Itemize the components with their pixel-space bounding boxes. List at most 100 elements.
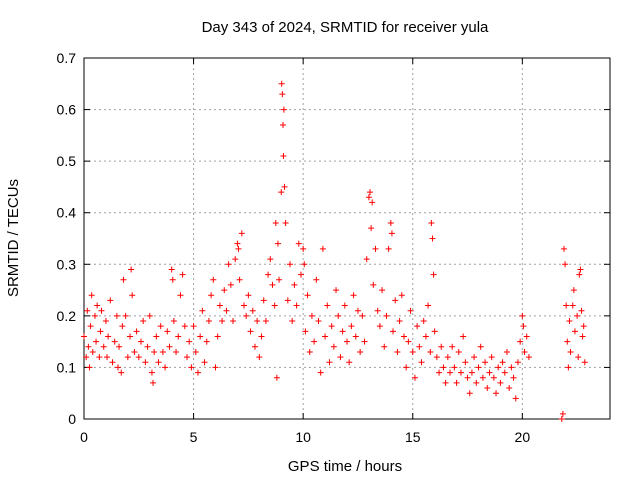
data-point <box>392 297 399 304</box>
data-point <box>173 348 180 355</box>
data-point <box>574 312 581 319</box>
data-points <box>81 80 588 422</box>
data-point <box>271 302 278 309</box>
data-point <box>128 266 135 273</box>
data-point <box>91 312 98 319</box>
x-tick-label: 15 <box>405 429 421 445</box>
data-point <box>455 348 462 355</box>
data-point <box>129 292 136 299</box>
data-point <box>280 152 287 159</box>
data-point <box>414 323 421 330</box>
data-point <box>407 307 414 314</box>
data-point <box>291 281 298 288</box>
data-point <box>157 323 164 330</box>
data-point <box>280 122 287 129</box>
data-point <box>369 199 376 206</box>
data-point <box>234 240 241 247</box>
data-point <box>576 271 583 278</box>
data-point <box>308 312 315 319</box>
data-point <box>466 390 473 397</box>
data-point <box>280 106 287 113</box>
data-point <box>278 80 285 87</box>
data-point <box>276 276 283 283</box>
data-point <box>289 318 296 325</box>
data-point <box>462 359 469 366</box>
data-point <box>580 323 587 330</box>
data-point <box>519 312 526 319</box>
data-point <box>153 333 160 340</box>
data-point <box>506 385 513 392</box>
data-point <box>352 333 359 340</box>
data-point <box>575 354 582 361</box>
y-axis-ticks: 0 0.1 0.2 0.3 0.4 0.5 0.6 0.7 <box>57 50 610 427</box>
data-point <box>484 385 491 392</box>
data-point <box>297 271 304 278</box>
data-point <box>197 333 204 340</box>
data-point <box>495 364 502 371</box>
data-point <box>135 354 142 361</box>
data-point <box>570 287 577 294</box>
data-point <box>192 348 199 355</box>
x-tick-label: 10 <box>295 429 311 445</box>
data-point <box>144 343 151 350</box>
data-point <box>238 230 245 237</box>
data-point <box>488 354 495 361</box>
data-point <box>84 307 91 314</box>
data-point <box>521 348 528 355</box>
y-tick-label: 0.2 <box>57 308 77 324</box>
data-point <box>267 256 274 263</box>
data-point <box>398 292 405 299</box>
data-point <box>83 354 90 361</box>
data-point <box>451 364 458 371</box>
data-point <box>493 390 500 397</box>
data-point <box>319 245 326 252</box>
data-point <box>109 359 116 366</box>
data-point <box>184 354 191 361</box>
data-point <box>482 359 489 366</box>
data-point <box>348 323 355 330</box>
data-point <box>249 307 256 314</box>
data-point <box>177 292 184 299</box>
data-point <box>427 348 434 355</box>
data-point <box>87 323 94 330</box>
data-point <box>85 343 92 350</box>
data-point <box>301 261 308 268</box>
data-point <box>510 374 517 381</box>
data-point <box>278 189 285 196</box>
x-axis-title: GPS time / hours <box>288 458 402 475</box>
data-point <box>566 318 573 325</box>
data-point <box>168 266 175 273</box>
data-point <box>104 354 111 361</box>
data-point <box>418 359 425 366</box>
data-point <box>235 245 242 252</box>
data-point <box>146 312 153 319</box>
data-point <box>175 333 182 340</box>
data-point <box>311 338 318 345</box>
data-point <box>559 410 566 417</box>
data-point <box>223 307 230 314</box>
x-tick-label: 0 <box>80 429 88 445</box>
data-point <box>335 312 342 319</box>
data-point <box>571 328 578 335</box>
data-point <box>194 369 201 376</box>
data-point <box>232 256 239 263</box>
data-point <box>512 395 519 402</box>
data-point <box>137 338 144 345</box>
data-point <box>302 328 309 335</box>
data-point <box>214 333 221 340</box>
data-point <box>460 333 467 340</box>
data-point <box>315 318 322 325</box>
data-point <box>124 354 131 361</box>
data-point <box>122 312 129 319</box>
data-point <box>322 333 329 340</box>
data-point <box>579 333 586 340</box>
data-point <box>127 333 134 340</box>
data-point <box>520 323 527 330</box>
data-point <box>326 359 333 366</box>
data-point <box>475 364 482 371</box>
data-point <box>486 369 493 376</box>
data-point <box>186 338 193 345</box>
data-point <box>281 183 288 190</box>
data-point <box>436 369 443 376</box>
data-point <box>240 302 247 309</box>
